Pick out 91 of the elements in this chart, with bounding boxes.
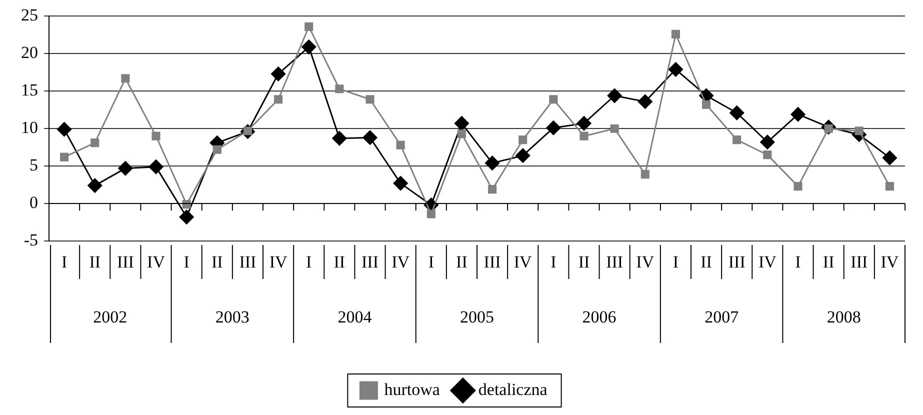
point [362,130,378,145]
point [854,126,864,136]
category-label: II [700,252,712,272]
category-label: IV [636,252,654,272]
category-label: 2004 [338,307,372,326]
point [763,150,772,160]
point [488,185,497,194]
point [366,95,374,104]
point [546,120,561,136]
point [485,156,500,170]
point [396,140,405,150]
point [121,74,130,83]
point [332,131,347,146]
category-label: 2006 [582,307,616,326]
point [607,88,622,103]
category-label: III [239,252,256,272]
point [549,95,558,104]
y-tick-label: 5 [30,156,38,175]
y-tick-label: 10 [21,118,38,138]
category-label: IV [880,252,899,272]
point [60,152,69,162]
y-tick-label: 15 [21,80,38,100]
category-label: 2003 [215,307,250,326]
category-label: 2002 [93,307,128,326]
point [302,40,316,54]
category-label: II [578,252,590,272]
point [57,122,72,137]
point [576,116,592,131]
category-label: I [184,252,190,272]
point [580,132,588,140]
point [274,95,283,104]
category-label: IV [392,252,410,272]
category-label: I [795,252,801,272]
point [790,107,806,122]
point [732,136,742,144]
point [610,124,619,133]
point [88,178,102,193]
point [148,160,164,174]
category-label: III [484,252,501,272]
point [271,66,286,82]
category-label: IV [269,252,288,272]
y-tick-label: 0 [30,193,38,212]
category-label: II [89,252,101,272]
category-label: III [850,252,868,272]
y-tick-label: 20 [21,43,38,62]
category-label: 2005 [460,307,494,326]
category-label: I [550,252,556,272]
category-label: II [211,252,223,272]
category-label: 2008 [826,307,861,326]
category-label: II [456,252,468,272]
legend-label: detaliczna [478,380,548,399]
point [794,182,802,191]
category-label: IV [758,252,776,272]
category-label: I [428,252,434,272]
point [668,62,683,77]
point [518,136,528,144]
point [730,106,744,120]
point [90,138,100,148]
category-label: III [116,252,134,272]
point [393,176,408,191]
category-label: II [822,252,834,272]
point [426,210,436,218]
y-tick-label: 25 [21,6,38,25]
category-label: III [606,252,624,272]
point [457,130,466,138]
point [702,100,711,109]
point [152,132,160,140]
category-label: III [362,252,378,272]
point [882,150,897,166]
point [640,170,650,179]
point [118,161,133,176]
category-label: IV [147,252,165,272]
point [179,210,194,224]
category-label: I [672,252,679,272]
category-label: 2007 [704,307,739,326]
point [516,148,530,163]
point [335,84,344,94]
category-label: III [728,252,746,272]
category-label: I [61,252,68,272]
point [304,22,314,31]
point [760,134,775,150]
category-label: IV [514,252,532,272]
point [454,116,469,131]
y-tick-label: -5 [24,230,38,250]
point [885,182,894,191]
category-label: II [334,252,346,272]
point [212,145,222,154]
category-label: I [306,252,312,272]
legend-label: hurtowa [384,380,440,399]
point [638,94,652,109]
point [671,30,680,38]
